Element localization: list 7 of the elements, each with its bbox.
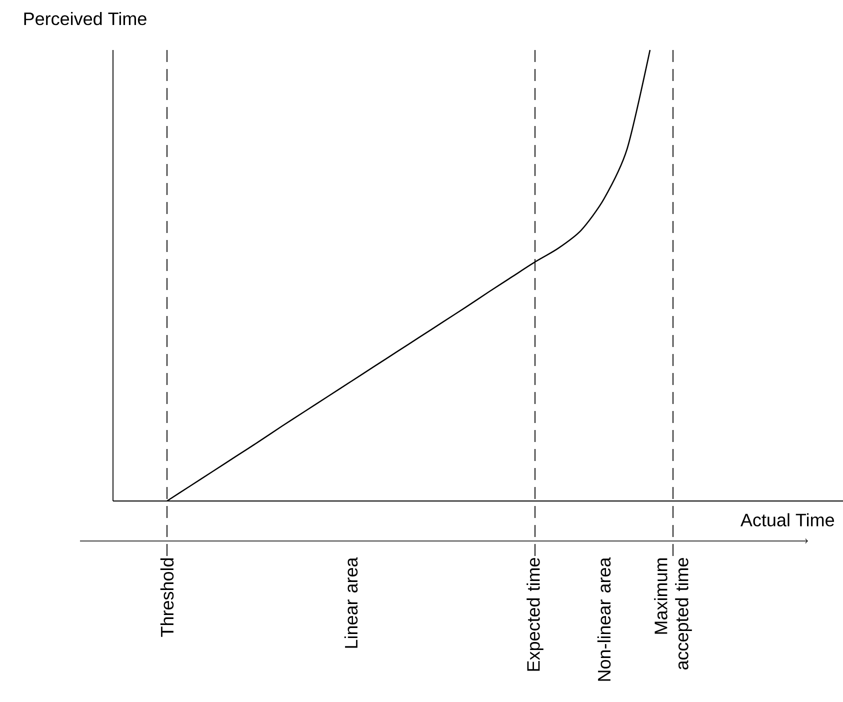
x-axis-title: Actual Time (740, 513, 834, 526)
x-tick-label: Expected time (526, 558, 544, 671)
x-tick-label: Linear area (344, 557, 358, 648)
x-tick-label: Maximum accepted time (654, 558, 692, 670)
x-tick-label: Threshold (160, 558, 174, 637)
x-tick-label: Non-linear area (597, 557, 611, 681)
y-axis-title: Perceived Time (24, 12, 146, 26)
